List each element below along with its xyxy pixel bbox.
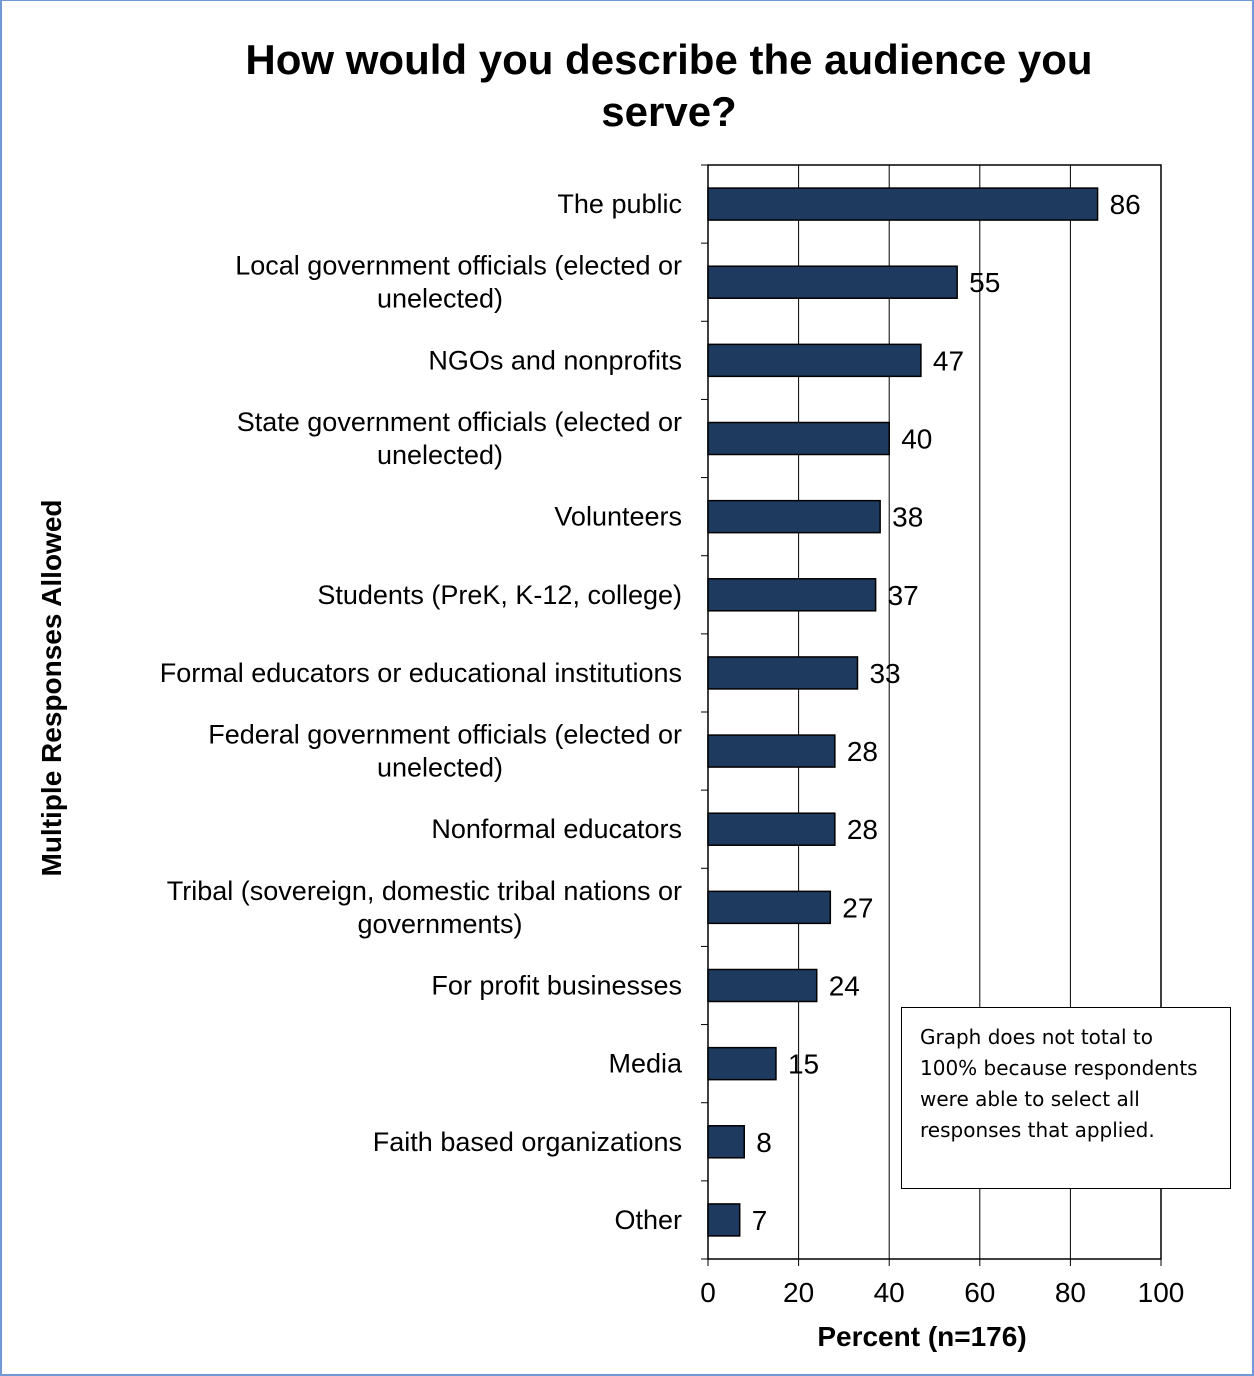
bar — [707, 421, 890, 456]
data-label: 8 — [756, 1127, 772, 1158]
category-label: Other — [614, 1205, 682, 1235]
y-axis-title: Multiple Responses Allowed — [36, 499, 67, 876]
note-text: Graph does not total to 100% because res… — [920, 1025, 1198, 1142]
category-label: For profit businesses — [431, 971, 682, 1001]
data-label: 47 — [933, 345, 964, 376]
bar — [707, 656, 859, 690]
bar — [707, 1125, 745, 1159]
category-label: unelected) — [377, 284, 503, 314]
data-label: 37 — [888, 580, 919, 611]
data-label: 55 — [969, 267, 1000, 298]
data-label: 86 — [1110, 189, 1141, 220]
category-label: The public — [557, 189, 682, 219]
x-tick-label: 0 — [700, 1277, 716, 1308]
x-axis-title: Percent (n=176) — [817, 1321, 1026, 1352]
category-label: governments) — [357, 909, 522, 939]
category-label: Media — [608, 1049, 683, 1079]
value-labels: 86 55 47 40 38 37 33 28 28 27 24 15 8 7 — [752, 189, 1141, 1236]
category-label: State government officials (elected or — [237, 407, 682, 437]
data-label: 27 — [842, 892, 873, 923]
bar — [707, 343, 922, 378]
x-tick-label: 80 — [1055, 1277, 1086, 1308]
data-label: 40 — [901, 424, 932, 455]
data-label: 7 — [752, 1205, 768, 1236]
category-label: Students (PreK, K-12, college) — [317, 580, 682, 610]
category-labels: The public Local government officials (el… — [160, 189, 683, 1235]
y-axis-ticks — [701, 164, 708, 1260]
category-label: Tribal (sovereign, domestic tribal natio… — [167, 876, 682, 906]
bar — [707, 1046, 777, 1081]
bar — [707, 890, 832, 925]
category-label: Formal educators or educational institut… — [160, 658, 682, 688]
data-label: 33 — [869, 658, 900, 689]
x-tick-label: 20 — [783, 1277, 814, 1308]
data-label: 28 — [847, 736, 878, 767]
note-box: Graph does not total to 100% because res… — [901, 1007, 1231, 1189]
bars — [707, 187, 1099, 1237]
bar — [707, 812, 836, 846]
bar — [707, 734, 836, 768]
chart-title-line: How would you describe the audience you — [245, 36, 1092, 83]
data-label: 24 — [829, 971, 860, 1002]
x-tick-label: 100 — [1138, 1277, 1185, 1308]
x-tick-label: 60 — [964, 1277, 995, 1308]
category-label: Local government officials (elected or — [235, 251, 682, 281]
bar — [707, 578, 877, 612]
category-label: unelected) — [377, 440, 503, 470]
category-label: Federal government officials (elected or — [208, 720, 682, 750]
x-tick-label: 40 — [874, 1277, 905, 1308]
data-label: 38 — [892, 502, 923, 533]
chart-title-line: serve? — [601, 88, 736, 135]
x-axis-tick-labels: 0 20 40 60 80 100 — [700, 1259, 1184, 1308]
bar — [707, 265, 958, 299]
category-label: Faith based organizations — [373, 1127, 682, 1157]
category-label: NGOs and nonprofits — [428, 345, 682, 375]
bar — [707, 187, 1099, 221]
bar — [707, 968, 818, 1003]
data-label: 15 — [788, 1049, 819, 1080]
bar — [707, 1203, 741, 1237]
bar — [707, 499, 881, 534]
data-label: 28 — [847, 814, 878, 845]
category-label: Volunteers — [554, 502, 682, 532]
chart-title: How would you describe the audience you s… — [245, 36, 1092, 135]
category-label: Nonformal educators — [431, 814, 682, 844]
category-label: unelected) — [377, 753, 503, 783]
